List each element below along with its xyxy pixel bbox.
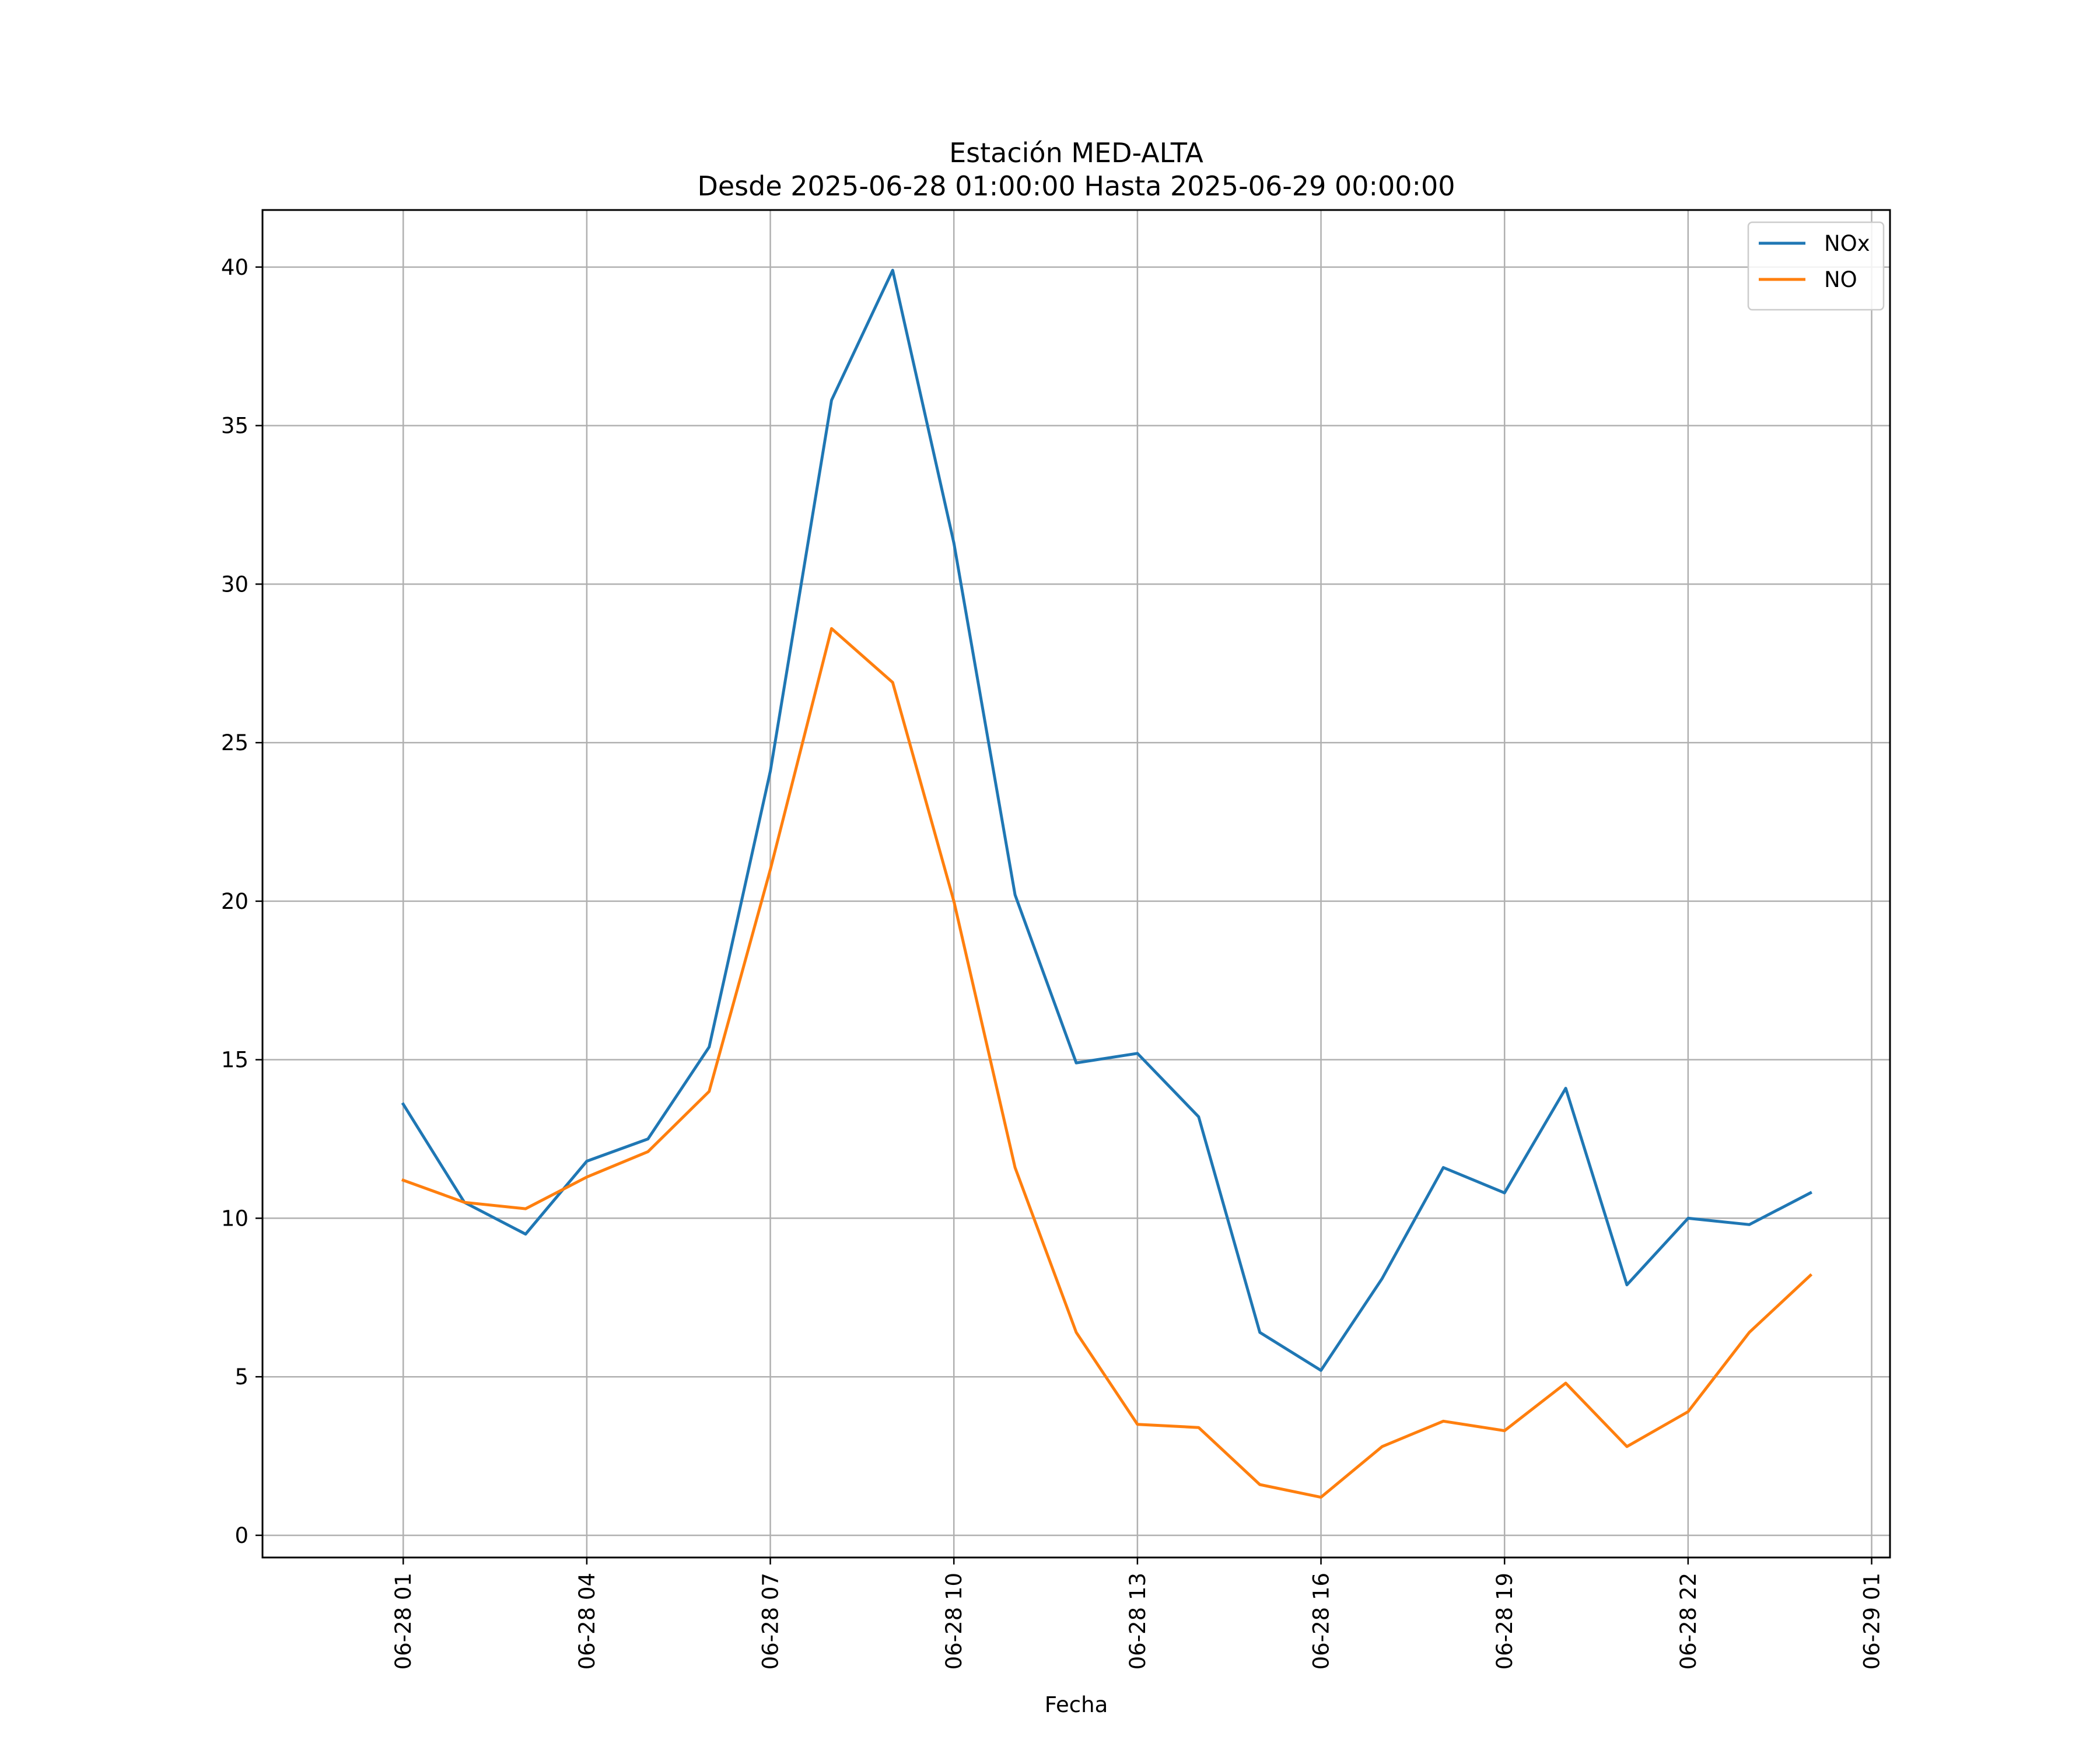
x-tick-label: 06-28 13 xyxy=(1125,1573,1150,1670)
grid xyxy=(262,210,1890,1558)
x-axis-ticks: 06-28 01 06-28 04 06-28 07 06-28 10 06-28 13… xyxy=(391,1558,1885,1670)
legend-label-no: NO xyxy=(1824,267,1857,292)
x-tick-label: 06-28 07 xyxy=(758,1573,783,1670)
y-tick-label: 30 xyxy=(221,572,249,597)
x-axis-label: Fecha xyxy=(1045,1692,1108,1717)
x-tick-label: 06-28 19 xyxy=(1492,1573,1517,1670)
y-tick-label: 10 xyxy=(221,1206,249,1231)
y-tick-label: 40 xyxy=(221,255,249,280)
plot-frame xyxy=(261,209,1891,1559)
y-tick-label: 0 xyxy=(235,1523,249,1548)
y-tick-label: 5 xyxy=(235,1364,249,1390)
series-lines xyxy=(401,268,1813,1499)
x-tick-label: 06-29 01 xyxy=(1860,1573,1885,1670)
y-tick-label: 15 xyxy=(221,1048,249,1073)
y-tick-label: 20 xyxy=(221,889,249,914)
y-tick-label: 25 xyxy=(221,730,249,755)
legend: NOx NO xyxy=(1747,221,1885,311)
y-axis-ticks: 0 5 10 15 20 25 30 35 40 xyxy=(221,255,262,1548)
x-tick-label: 06-28 10 xyxy=(942,1573,967,1670)
x-tick-label: 06-28 16 xyxy=(1309,1573,1334,1670)
x-tick-label: 06-28 22 xyxy=(1676,1573,1701,1670)
plot-area xyxy=(262,210,1890,1558)
series-line-no xyxy=(401,627,1813,1499)
y-tick-label: 35 xyxy=(221,414,249,439)
chart-subtitle: Desde 2025-06-28 01:00:00 Hasta 2025-06-… xyxy=(697,170,1455,202)
x-tick-label: 06-28 01 xyxy=(391,1573,416,1670)
legend-label-nox: NOx xyxy=(1824,231,1870,256)
chart-title: Estación MED-ALTA xyxy=(949,137,1203,169)
x-tick-label: 06-28 04 xyxy=(575,1573,600,1670)
series-line-nox xyxy=(401,268,1812,1372)
